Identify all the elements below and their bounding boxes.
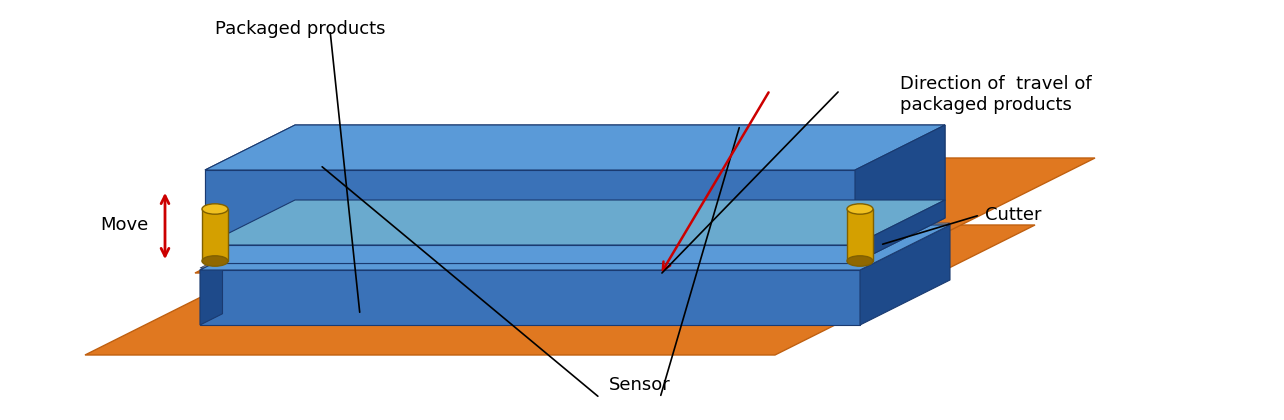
- Text: Direction of  travel of
packaged products: Direction of travel of packaged products: [900, 75, 1091, 114]
- Ellipse shape: [847, 204, 873, 214]
- Polygon shape: [855, 125, 945, 245]
- Polygon shape: [205, 200, 945, 245]
- Polygon shape: [200, 225, 950, 270]
- Polygon shape: [855, 200, 945, 263]
- Text: Sensor: Sensor: [609, 376, 670, 394]
- Polygon shape: [205, 125, 945, 170]
- Ellipse shape: [202, 204, 229, 214]
- Polygon shape: [205, 245, 855, 263]
- Polygon shape: [847, 209, 873, 261]
- Polygon shape: [202, 209, 229, 261]
- Polygon shape: [195, 158, 1095, 273]
- Polygon shape: [85, 225, 1035, 355]
- Polygon shape: [205, 245, 855, 263]
- Text: Packaged products: Packaged products: [214, 20, 385, 38]
- Text: Cutter: Cutter: [985, 206, 1041, 224]
- Polygon shape: [200, 259, 222, 325]
- Polygon shape: [855, 125, 945, 245]
- Ellipse shape: [202, 256, 229, 266]
- Polygon shape: [200, 270, 860, 325]
- Polygon shape: [200, 225, 950, 270]
- Polygon shape: [860, 225, 950, 325]
- Polygon shape: [205, 125, 945, 170]
- Polygon shape: [200, 223, 950, 268]
- Polygon shape: [205, 170, 855, 245]
- Ellipse shape: [847, 256, 873, 266]
- Text: Move: Move: [100, 216, 148, 234]
- Polygon shape: [200, 225, 950, 270]
- Polygon shape: [205, 200, 945, 245]
- Polygon shape: [855, 200, 945, 263]
- Polygon shape: [205, 170, 855, 245]
